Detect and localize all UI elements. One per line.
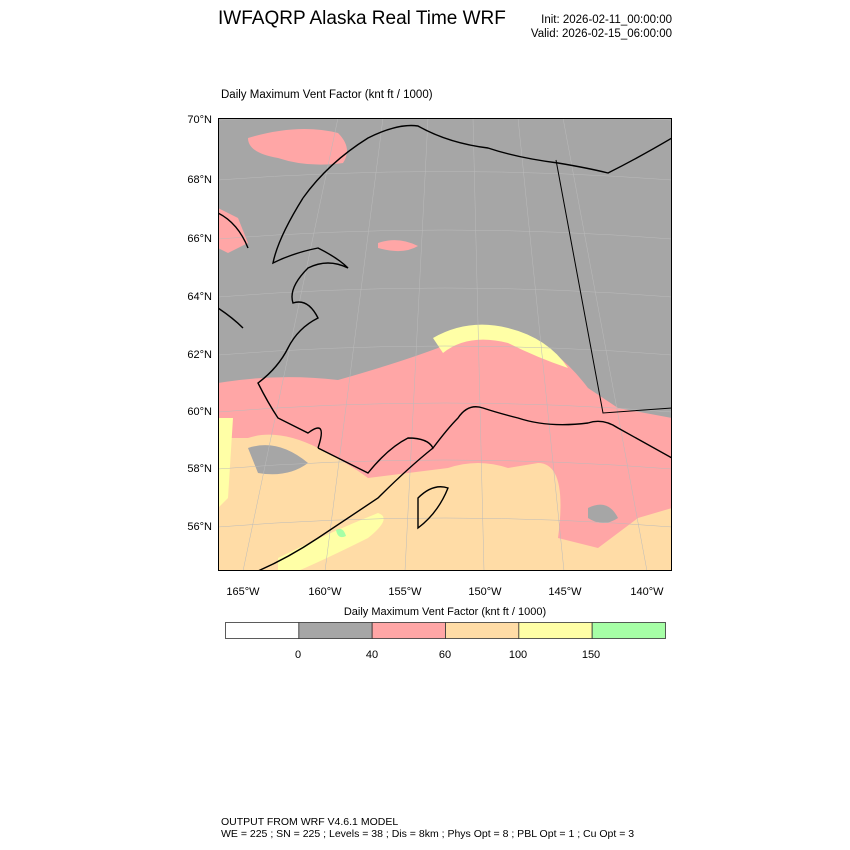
colorbar-swatch [225,622,300,639]
vent-0-40-pocket [588,504,618,523]
colorbar-title: Daily Maximum Vent Factor (knt ft / 1000… [343,606,547,618]
valid-time: Valid: 2026-02-15_06:00:00 [530,28,672,40]
vent-40-60-west [218,208,248,253]
lat-label: 56°N [187,521,212,533]
vent-0-40-pocket [248,445,308,475]
vent-100-150-west [218,418,233,508]
vent-40-60-interior [378,240,418,252]
lon-label: 145°W [548,586,582,598]
lat-label: 68°N [187,174,212,186]
canada-border [555,159,672,414]
vent-100-150-peninsula [278,513,384,571]
vent-100-150-alaska-range [433,324,568,368]
colorbar-label: 100 [508,649,528,661]
init-valid-times: Init: 2026-02-11_00:00:00 Valid: 2026-02… [531,13,672,41]
colorbar-label: 40 [365,649,379,661]
lon-label: 160°W [308,586,342,598]
lat-label: 64°N [187,291,212,303]
footer-model: OUTPUT FROM WRF V4.6.1 MODEL [221,816,399,828]
plot-title: IWFAQRP Alaska Real Time WRF [218,8,506,29]
lat-label: 60°N [187,406,212,418]
colorbar-label: 0 [294,649,302,661]
footer-config: WE = 225 ; SN = 225 ; Levels = 38 ; Dis … [221,828,635,840]
colorbar-swatch [518,622,593,639]
footer: OUTPUT FROM WRF V4.6.1 MODEL WE = 225 ; … [221,816,634,840]
colorbar-label: 60 [438,649,452,661]
colorbar-label: 150 [581,649,601,661]
lat-label: 58°N [187,463,212,475]
field-title: Daily Maximum Vent Factor (knt ft / 1000… [221,89,433,101]
lon-label: 150°W [468,586,502,598]
lon-label: 155°W [388,586,422,598]
map-plot [218,118,672,571]
vent-150-plus-area [336,528,346,538]
colorbar-swatch [298,622,373,639]
colorbar [225,622,666,639]
lat-label: 66°N [187,233,212,245]
colorbar-swatch [371,622,446,639]
coastline [218,124,672,571]
lat-label: 62°N [187,349,212,361]
graticule [218,118,672,571]
lat-label: 70°N [187,114,212,126]
vent-40-60-arctic [248,129,347,165]
lon-label: 140°W [630,586,664,598]
lon-label: 165°W [226,586,260,598]
colorbar-swatch [445,622,520,639]
map-frame [218,118,672,571]
colorbar-swatch [591,622,666,639]
init-time: Init: 2026-02-11_00:00:00 [541,14,672,26]
